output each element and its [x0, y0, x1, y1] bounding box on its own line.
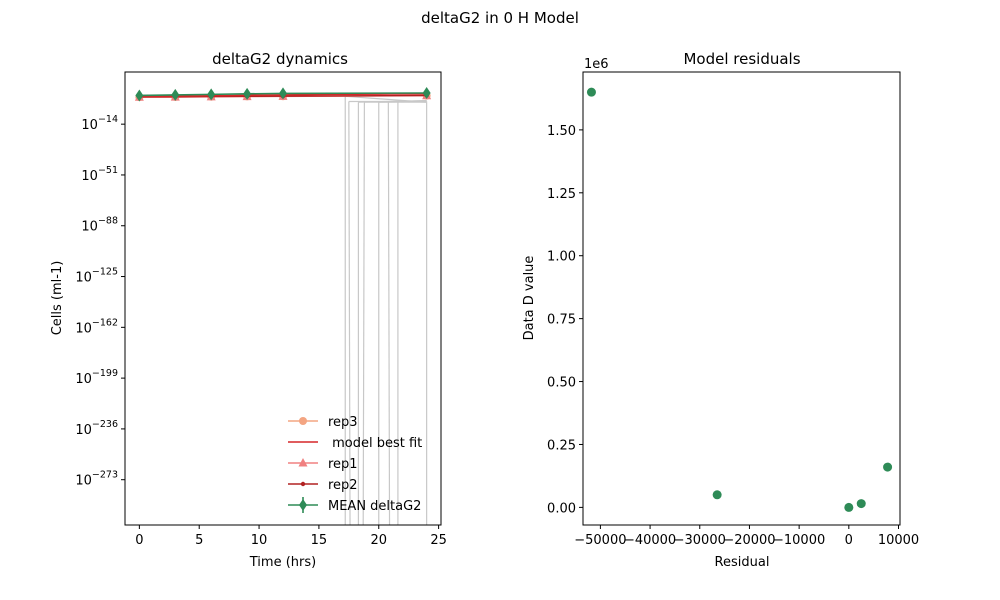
dynamics-axes-frame	[124, 71, 442, 526]
ensemble-lines	[344, 95, 428, 526]
residual-point	[712, 490, 722, 500]
legend-label: rep3	[328, 415, 358, 430]
y-tick-label: 1.00	[547, 250, 576, 265]
x-tick-label: −10000	[773, 533, 825, 548]
y-tick-label: 10−199	[75, 368, 118, 387]
residuals-x-ticks: −50000−40000−30000−20000−10000 0 10000	[574, 525, 919, 548]
residual-point	[883, 462, 893, 472]
ensemble-plateau	[397, 100, 427, 103]
y-tick-label: 0.25	[547, 438, 576, 453]
dynamics-panel: deltaG2 dynamics 0 5 10 15 20 25 10−1410−5110…	[50, 50, 447, 570]
x-tick-label: 10000	[878, 533, 919, 548]
y-tick-label: 10−51	[81, 165, 118, 184]
y-tick-label: 1.50	[547, 124, 576, 139]
ensemble-line	[362, 102, 365, 526]
dynamics-legend: rep3 model best fit rep1 rep2 MEAN deltaG2	[288, 415, 422, 514]
legend-label: rep1	[328, 457, 358, 472]
residuals-title: Model residuals	[683, 50, 800, 68]
mean-point	[243, 87, 252, 100]
y-tick-label: 0.75	[547, 313, 576, 328]
mean-point	[171, 88, 180, 101]
x-tick-label: 0	[135, 533, 143, 548]
residual-point	[856, 499, 866, 509]
y-tick-label: 10−125	[75, 267, 118, 286]
dynamics-y-ticks: 10−14 10−51 10−88 10−125 10−162 10−199 10−236 1…	[75, 114, 125, 489]
legend-label: MEAN deltaG2	[328, 499, 421, 514]
y-tick-label: 10−14	[81, 114, 118, 133]
y-tick-label: 0.50	[547, 376, 576, 391]
x-tick-label: 20	[370, 533, 387, 548]
mean-point	[207, 88, 216, 101]
dynamics-x-ticks: 0 5 10 15 20 25	[135, 525, 447, 548]
mean-point	[279, 87, 287, 100]
x-tick-label: −20000	[723, 533, 775, 548]
y-tick-label: 10−88	[81, 216, 118, 235]
x-tick-label: −30000	[674, 533, 726, 548]
y-tick-label: 1.25	[547, 187, 576, 202]
legend-label: model best fit	[328, 436, 422, 451]
residual-points	[586, 87, 893, 512]
y-tick-label: 10−162	[75, 317, 118, 336]
legend-marker	[298, 458, 308, 467]
dynamics-title: deltaG2 dynamics	[212, 50, 348, 68]
x-tick-label: 15	[311, 533, 328, 548]
x-tick-label: 5	[195, 533, 203, 548]
legend-marker	[299, 417, 307, 425]
residuals-y-ticks: 0.00 0.25 0.50 0.75 1.00 1.25 1.50	[547, 124, 583, 516]
x-tick-label: 25	[430, 533, 447, 548]
mean-point	[422, 87, 431, 100]
x-tick-label: −40000	[624, 533, 676, 548]
residuals-offset-label: 1e6	[584, 57, 609, 72]
residuals-xlabel: Residual	[715, 555, 770, 570]
residual-point	[844, 502, 854, 512]
ensemble-line	[348, 101, 351, 526]
legend-label: rep2	[328, 478, 358, 493]
series-layer	[134, 87, 432, 102]
residuals-panel: Model residuals −50000−40000−30000−20000…	[522, 50, 919, 570]
mean-point	[135, 89, 144, 102]
x-tick-label: 0	[845, 533, 853, 548]
ensemble-line	[387, 101, 391, 526]
legend-marker	[300, 481, 306, 487]
figure-title: deltaG2 in 0 H Model	[421, 9, 579, 27]
residual-point	[586, 87, 596, 97]
y-tick-label: 10−236	[75, 419, 118, 438]
residuals-axes-frame	[582, 71, 901, 526]
x-tick-label: −50000	[574, 533, 626, 548]
dynamics-ylabel: Cells (ml-1)	[50, 261, 65, 336]
y-tick-label: 10−273	[75, 470, 118, 489]
x-tick-label: 10	[251, 533, 268, 548]
residuals-ylabel: Data D value	[522, 256, 537, 341]
y-tick-label: 0.00	[547, 501, 576, 516]
legend-marker	[299, 499, 307, 511]
dynamics-xlabel: Time (hrs)	[249, 555, 316, 570]
mean-line	[139, 92, 427, 97]
